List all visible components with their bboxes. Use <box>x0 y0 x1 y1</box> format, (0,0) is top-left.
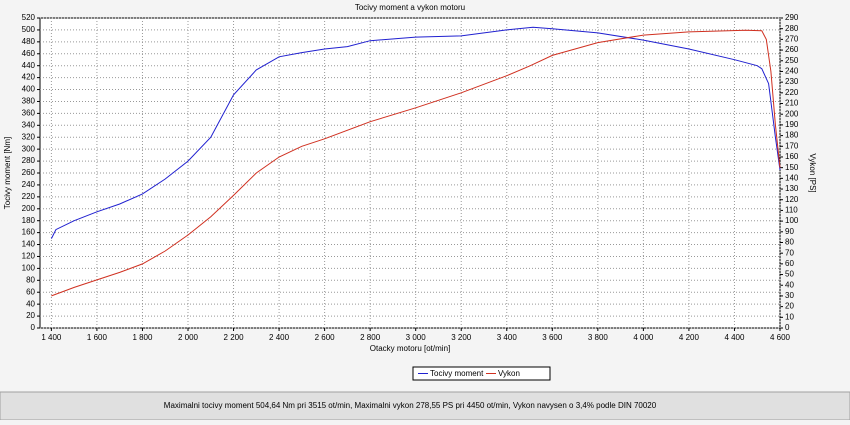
y-tick-label: 200 <box>22 204 36 213</box>
x-tick-label: 4 400 <box>724 333 745 342</box>
x-tick-label: 4 200 <box>679 333 700 342</box>
y-tick-label: 340 <box>22 120 36 129</box>
y-tick-label: 480 <box>22 37 36 46</box>
series-line <box>50 26 781 239</box>
y2-tick-label: 270 <box>785 34 799 43</box>
chart-title: Tocivy moment a vykon motoru <box>355 3 465 12</box>
y2-tick-label: 40 <box>785 280 794 289</box>
y-axis-label: Tocivy moment [Nm] <box>3 137 12 209</box>
y-tick-label: 240 <box>22 180 36 189</box>
y2-tick-label: 260 <box>785 45 799 54</box>
y2-tick-label: 50 <box>785 270 794 279</box>
y2-tick-label: 140 <box>785 173 799 182</box>
y2-tick-label: 130 <box>785 184 799 193</box>
y-tick-label: 360 <box>22 108 36 117</box>
y2-tick-label: 10 <box>785 312 794 321</box>
y-tick-label: 100 <box>22 263 36 272</box>
y2-tick-label: 120 <box>785 195 799 204</box>
x-tick-label: 3 200 <box>451 333 472 342</box>
x-tick-label: 1 600 <box>87 333 108 342</box>
x-tick-label: 3 800 <box>588 333 609 342</box>
y2-tick-label: 90 <box>785 227 794 236</box>
y-tick-label: 520 <box>22 13 36 22</box>
y-tick-label: 120 <box>22 252 36 261</box>
y2-tick-label: 150 <box>785 163 799 172</box>
y-tick-label: 440 <box>22 61 36 70</box>
y-tick-label: 80 <box>26 275 35 284</box>
y-tick-label: 140 <box>22 240 36 249</box>
x-tick-label: 2 400 <box>269 333 290 342</box>
x-tick-label: 4 600 <box>770 333 791 342</box>
y2-tick-label: 240 <box>785 67 799 76</box>
y2-tick-label: 230 <box>785 77 799 86</box>
x-tick-label: 3 600 <box>542 333 563 342</box>
y-tick-label: 380 <box>22 97 36 106</box>
y2-tick-label: 180 <box>785 131 799 140</box>
y2-tick-label: 190 <box>785 120 799 129</box>
y-tick-label: 160 <box>22 228 36 237</box>
footer-bar <box>0 391 850 421</box>
y2-tick-label: 30 <box>785 291 794 300</box>
footer-text: Maximalni tocivy moment 504,64 Nm pri 35… <box>164 401 657 410</box>
y-tick-label: 0 <box>31 323 36 332</box>
y-tick-label: 500 <box>22 25 36 34</box>
y2-tick-label: 110 <box>785 206 798 215</box>
y-tick-label: 40 <box>26 299 35 308</box>
y2-axis-label: Vykon [PS] <box>808 153 817 192</box>
x-tick-label: 4 000 <box>633 333 654 342</box>
x-tick-label: 2 000 <box>178 333 199 342</box>
y2-tick-label: 200 <box>785 109 799 118</box>
y-tick-label: 320 <box>22 132 36 141</box>
x-tick-label: 2 600 <box>315 333 336 342</box>
y2-tick-label: 210 <box>785 99 799 108</box>
y-tick-label: 420 <box>22 73 36 82</box>
legend <box>412 366 551 381</box>
series-line <box>51 29 781 297</box>
y2-tick-label: 250 <box>785 56 799 65</box>
y-tick-label: 60 <box>26 287 35 296</box>
x-axis-label: Otacky motoru [ot/min] <box>370 344 450 353</box>
y2-tick-label: 80 <box>785 238 794 247</box>
y-tick-label: 180 <box>22 216 36 225</box>
y2-tick-label: 60 <box>785 259 794 268</box>
x-tick-label: 2 200 <box>224 333 245 342</box>
y2-tick-label: 280 <box>785 24 799 33</box>
x-tick-label: 1 400 <box>41 333 62 342</box>
y2-tick-label: 70 <box>785 248 794 257</box>
legend-label: Tocivy moment <box>430 369 484 378</box>
y2-tick-label: 100 <box>785 216 799 225</box>
y2-tick-label: 170 <box>785 141 799 150</box>
x-tick-label: 1 800 <box>132 333 153 342</box>
y-tick-label: 300 <box>22 144 36 153</box>
x-tick-label: 2 800 <box>360 333 381 342</box>
y2-tick-label: 160 <box>785 152 799 161</box>
y-tick-label: 20 <box>26 311 35 320</box>
y2-tick-label: 290 <box>785 13 799 22</box>
x-tick-label: 3 400 <box>497 333 518 342</box>
y-tick-label: 260 <box>22 168 36 177</box>
y2-tick-label: 20 <box>785 302 794 311</box>
y-tick-label: 220 <box>22 192 36 201</box>
y-tick-label: 400 <box>22 85 36 94</box>
x-tick-label: 3 000 <box>406 333 427 342</box>
y2-tick-label: 220 <box>785 88 799 97</box>
y-tick-label: 460 <box>22 49 36 58</box>
y2-tick-label: 0 <box>785 323 790 332</box>
legend-label: Vykon <box>498 369 520 378</box>
y-tick-label: 280 <box>22 156 36 165</box>
